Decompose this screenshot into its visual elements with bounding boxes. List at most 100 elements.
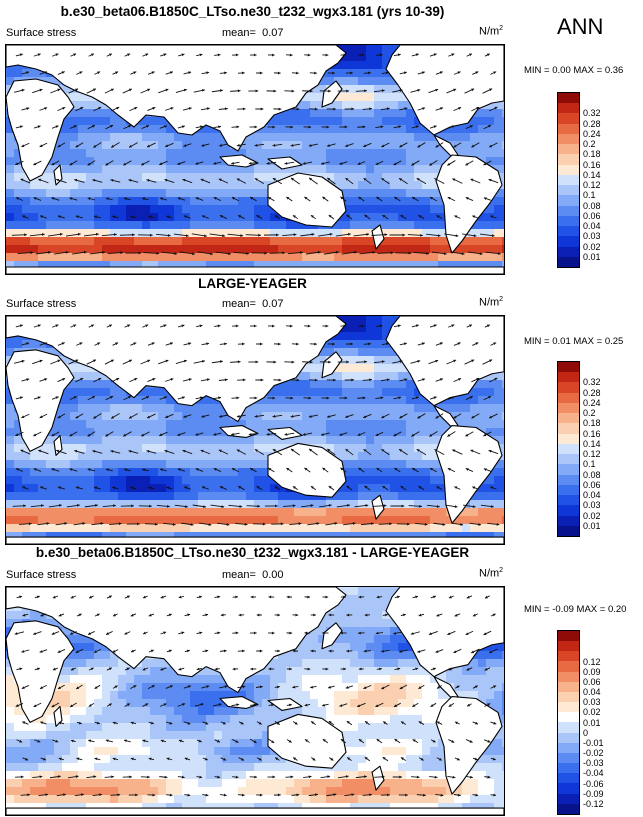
- field-cell: [262, 476, 271, 485]
- colorbar-tick-label: 0.02: [583, 241, 601, 252]
- field-cell: [190, 229, 199, 238]
- field-cell: [414, 508, 423, 517]
- wind-vector-head: [165, 88, 169, 92]
- field-cell: [22, 532, 31, 541]
- field-cell: [374, 476, 383, 485]
- field-cell: [342, 404, 351, 413]
- field-cell: [286, 253, 295, 262]
- field-cell: [214, 221, 223, 230]
- wind-vector-head: [435, 144, 439, 148]
- field-cell: [438, 524, 447, 533]
- wind-vector-head: [192, 252, 195, 256]
- field-cell: [462, 237, 471, 246]
- field-cell: [334, 364, 343, 373]
- field-cell: [486, 492, 495, 501]
- field-cell: [382, 141, 391, 150]
- field-cell: [502, 149, 504, 158]
- field-cell: [398, 532, 407, 541]
- field-cell: [46, 484, 55, 493]
- field-cell: [478, 404, 487, 413]
- field-cell: [102, 508, 111, 517]
- field-cell: [406, 428, 415, 437]
- field-cell: [214, 213, 223, 222]
- field-cell: [326, 396, 335, 405]
- field-cell: [30, 516, 39, 525]
- field-cell: [406, 109, 415, 118]
- wind-vector-head: [439, 342, 443, 345]
- field-cell: [190, 516, 199, 525]
- field-cell: [222, 500, 231, 509]
- field-cell: [342, 324, 351, 333]
- field-cell: [150, 388, 159, 397]
- field-cell: [366, 532, 375, 541]
- field-cell: [150, 133, 159, 142]
- field-cell: [342, 316, 351, 325]
- field-cell: [318, 237, 327, 246]
- field-cell: [30, 205, 39, 214]
- field-cell: [486, 229, 495, 238]
- field-cell: [430, 141, 439, 150]
- field-cell: [342, 428, 351, 437]
- wind-vector-head: [332, 71, 335, 75]
- field-cell: [438, 205, 447, 214]
- field-cell: [414, 181, 423, 190]
- field-cell: [6, 221, 15, 230]
- wind-vector-head: [97, 71, 101, 75]
- field-cell: [214, 460, 223, 469]
- field-cell: [46, 197, 55, 206]
- field-cell: [398, 364, 407, 373]
- field-cell: [230, 468, 239, 477]
- field-cell: [342, 516, 351, 525]
- wind-vector-head: [372, 251, 376, 254]
- field-cell: [422, 508, 431, 517]
- field-cell: [318, 404, 327, 413]
- field-cell: [318, 125, 327, 134]
- field-cell: [366, 420, 375, 429]
- field-cell: [254, 205, 263, 214]
- wind-vector-head: [19, 396, 23, 400]
- field-cell: [102, 213, 111, 222]
- field-cell: [390, 261, 399, 270]
- field-cell: [238, 468, 247, 477]
- wind-vector-head: [399, 449, 403, 452]
- colorbar-swatch: [558, 133, 579, 145]
- field-cell: [350, 452, 359, 461]
- field-cell: [222, 165, 231, 174]
- wind-vector-head: [213, 161, 217, 165]
- field-cell: [478, 484, 487, 493]
- field-cell: [342, 412, 351, 421]
- field-cell: [158, 444, 167, 453]
- wind-vector-head: [254, 396, 258, 400]
- field-cell: [70, 109, 79, 118]
- field-cell: [374, 524, 383, 533]
- field-cell: [126, 436, 135, 445]
- wind-vector-head: [73, 125, 77, 128]
- field-cell: [382, 428, 391, 437]
- field-cell: [310, 508, 319, 517]
- field-cell: [494, 101, 503, 110]
- field-cell: [150, 229, 159, 238]
- field-cell: [6, 189, 15, 198]
- field-cell: [374, 213, 383, 222]
- field-cell: [382, 364, 391, 373]
- field-cell: [118, 404, 127, 413]
- field-cell: [422, 189, 431, 198]
- field-cell: [86, 205, 95, 214]
- field-cell: [342, 117, 351, 126]
- field-cell: [350, 468, 359, 477]
- wind-vector-head: [92, 178, 96, 182]
- field-cell: [486, 149, 495, 158]
- field-cell: [374, 181, 383, 190]
- panel-1-units: N/m2: [479, 25, 503, 38]
- wind-vector-head: [152, 107, 156, 110]
- field-cell: [238, 181, 247, 190]
- wind-vector-head: [451, 125, 455, 128]
- field-cell: [334, 348, 343, 357]
- field-cell: [390, 245, 399, 254]
- field-cell: [86, 261, 95, 270]
- field-cell: [190, 253, 199, 262]
- wind-vector-head: [183, 359, 187, 363]
- field-cell: [174, 253, 183, 262]
- field-cell: [350, 93, 359, 102]
- field-cell: [174, 261, 183, 270]
